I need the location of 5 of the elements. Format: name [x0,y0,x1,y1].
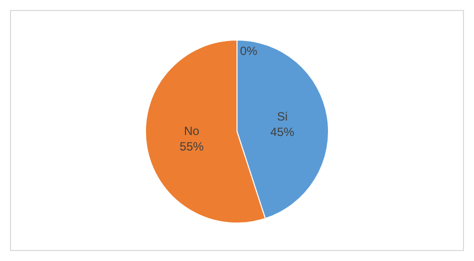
slice-label: Si [276,110,288,124]
slice-label: No [184,124,200,138]
text: 0% [240,44,258,58]
data-label: 55% [180,139,204,154]
data-label: 45% [270,125,295,140]
